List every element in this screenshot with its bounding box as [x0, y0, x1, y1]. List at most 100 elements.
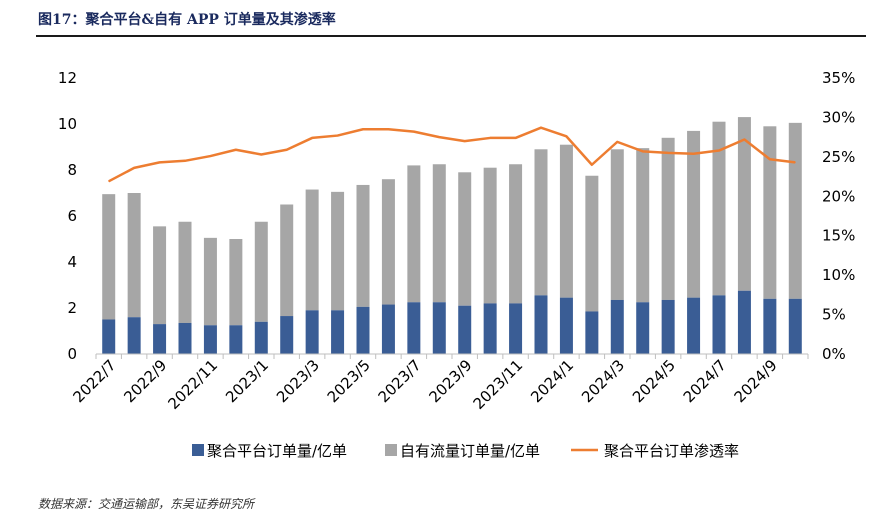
x-tick-label: 2023/7: [375, 356, 425, 406]
bar-aggregate: [381, 304, 395, 354]
legend-label-aggregate: 聚合平台订单量/亿单: [207, 442, 347, 460]
bar-aggregate: [356, 306, 370, 354]
right-axis-tick-label: 5%: [822, 306, 846, 324]
penetration-point: [693, 153, 695, 155]
legend-label-own-flow: 自有流量订单量/亿单: [400, 442, 540, 460]
x-tick-label: 2024/3: [578, 356, 628, 406]
penetration-point: [209, 155, 211, 157]
bar-own-flow: [610, 149, 624, 300]
left-axis: 0 2 4 6 8 10 12: [58, 69, 77, 363]
right-axis-tick-label: 0%: [822, 345, 846, 363]
legend-swatch-own-flow: [385, 444, 397, 456]
right-axis-tick-label: 30%: [822, 108, 855, 126]
x-tick-label: 2023/5: [324, 356, 374, 406]
penetration-point: [387, 128, 389, 130]
bar-own-flow: [687, 130, 701, 298]
bar-aggregate: [788, 298, 802, 354]
penetration-point: [642, 150, 644, 152]
left-axis-tick-label: 8: [67, 161, 77, 179]
penetration-point: [413, 131, 415, 133]
bar-aggregate: [687, 297, 701, 354]
penetration-point: [540, 127, 542, 129]
bar-aggregate: [712, 295, 726, 354]
right-axis: 0% 5% 10% 15% 20% 25% 30% 35%: [822, 69, 855, 363]
x-tick-label: 2022/9: [120, 356, 170, 406]
bar-own-flow: [712, 121, 726, 296]
right-axis-tick-label: 15%: [822, 227, 855, 245]
bar-own-flow: [432, 164, 446, 303]
penetration-point: [260, 153, 262, 155]
penetration-line-group: [108, 126, 796, 183]
bar-own-flow: [280, 204, 294, 317]
penetration-point: [794, 161, 796, 163]
bar-own-flow: [458, 172, 472, 306]
penetration-point: [667, 152, 669, 154]
bar-own-flow: [737, 117, 751, 291]
legend-swatch-aggregate: [192, 444, 204, 456]
bar-aggregate: [407, 302, 421, 354]
bar-own-flow: [331, 191, 345, 311]
bar-aggregate: [305, 310, 319, 354]
penetration-point: [286, 149, 288, 151]
bar-own-flow: [254, 221, 268, 322]
bar-aggregate: [280, 316, 294, 354]
penetration-point: [565, 135, 567, 137]
penetration-point: [337, 135, 339, 137]
x-tick-label: 2024/7: [680, 356, 730, 406]
left-axis-tick-label: 6: [67, 207, 77, 225]
legend: 聚合平台订单量/亿单 自有流量订单量/亿单 聚合平台订单渗透率: [192, 442, 739, 460]
bar-own-flow: [763, 126, 777, 299]
bar-aggregate: [229, 325, 243, 354]
penetration-point: [108, 180, 110, 182]
bar-aggregate: [331, 310, 345, 354]
bar-own-flow: [585, 175, 599, 312]
bar-aggregate: [458, 305, 472, 354]
bar-aggregate: [254, 321, 268, 354]
bars-group: [102, 117, 802, 354]
penetration-point: [311, 137, 313, 139]
bar-own-flow: [153, 226, 167, 325]
x-tick-label: 2024/5: [629, 356, 679, 406]
penetration-point: [743, 139, 745, 141]
penetration-point: [515, 137, 517, 139]
bar-aggregate: [763, 298, 777, 354]
x-tick-label: 2024/9: [731, 356, 781, 406]
penetration-point: [489, 137, 491, 139]
bar-aggregate: [432, 302, 446, 354]
bar-aggregate: [153, 324, 167, 354]
bar-aggregate: [203, 325, 217, 354]
left-axis-tick-label: 12: [58, 69, 77, 87]
bar-own-flow: [559, 144, 573, 298]
x-tick-label: 2023/11: [470, 356, 527, 413]
bar-own-flow: [483, 167, 497, 304]
figure-title: 图17：聚合平台&自有 APP 订单量及其渗透率: [38, 12, 336, 28]
penetration-point: [362, 128, 364, 130]
x-tick-label: 2022/11: [164, 356, 221, 413]
legend-label-penetration: 聚合平台订单渗透率: [604, 442, 739, 460]
bar-own-flow: [203, 237, 217, 326]
penetration-point: [235, 149, 237, 151]
left-axis-tick-label: 4: [67, 253, 77, 271]
bar-own-flow: [127, 193, 141, 318]
bar-own-flow: [305, 189, 319, 311]
bar-own-flow: [229, 239, 243, 326]
bar-aggregate: [483, 303, 497, 354]
source-note: 数据来源：交通运输部，东吴证券研究所: [38, 497, 255, 511]
x-tick-label: 2023/9: [425, 356, 475, 406]
bar-own-flow: [636, 148, 650, 303]
x-tick-label: 2024/1: [527, 356, 577, 406]
bar-aggregate: [559, 297, 573, 354]
bar-aggregate: [737, 290, 751, 354]
left-axis-tick-label: 0: [67, 345, 77, 363]
bar-aggregate: [534, 295, 548, 354]
right-axis-tick-label: 10%: [822, 266, 855, 284]
bar-own-flow: [509, 164, 523, 304]
title-divider: [36, 35, 866, 37]
penetration-point: [184, 160, 186, 162]
bar-aggregate: [509, 303, 523, 354]
bar-aggregate: [636, 302, 650, 354]
bar-aggregate: [178, 322, 192, 354]
bar-own-flow: [178, 221, 192, 323]
